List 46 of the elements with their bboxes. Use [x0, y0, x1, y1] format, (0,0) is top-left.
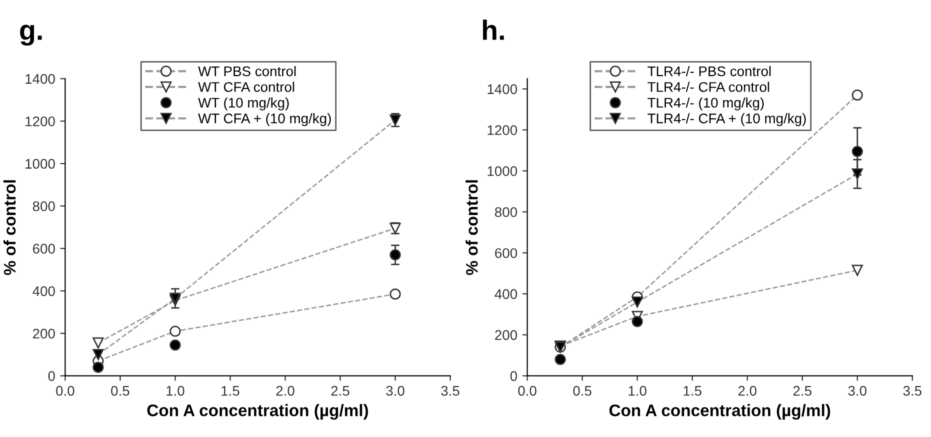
y-tick-label: 800: [494, 207, 518, 218]
x-tick-label: 1.0: [628, 386, 646, 396]
y-tick-label: 200: [495, 330, 518, 340]
chart-title: g.: [20, 24, 42, 46]
y-tick-label: 1000: [26, 158, 55, 169]
x-tick-label: 3.0: [848, 386, 866, 396]
y-tick-label: 1000: [488, 166, 518, 176]
x-tick-label: 3.0: [386, 386, 404, 396]
x-axis-title: Con A concentration (µg/ml): [609, 404, 830, 420]
legend-label: WT CFA control: [198, 82, 294, 92]
y-axis-title: % of control: [3, 180, 16, 275]
x-tick-label: 0.0: [518, 386, 536, 396]
y-tick-label: 0: [510, 371, 518, 381]
y-axis-title: % of control: [466, 180, 478, 275]
x-tick-label: 2.0: [738, 386, 756, 396]
x-tick-label: 2.5: [793, 386, 812, 396]
x-tick-label: 3.5: [903, 386, 922, 396]
y-tick-label: 1200: [488, 125, 518, 136]
y-tick-label: 600: [32, 244, 55, 254]
x-axis-title: Con A concentration (µg/ml): [147, 404, 368, 420]
legend-label: WT PBS control: [198, 66, 296, 76]
y-tick-label: 1200: [26, 116, 55, 126]
x-tick-label: 3.5: [441, 386, 460, 396]
legend-label: TLR4-/- PBS control: [648, 66, 771, 76]
x-tick-label: 0.5: [573, 386, 592, 396]
y-tick-label: 1400: [26, 74, 55, 84]
chart-title: h.: [483, 20, 504, 40]
y-tick-label: 200: [32, 328, 55, 339]
legend-label: TLR4-/- CFA control: [648, 82, 770, 92]
legend-label: TLR4-/- (10 mg/kg): [648, 97, 764, 110]
x-tick-label: 0.0: [56, 386, 74, 396]
x-tick-label: 2.0: [276, 386, 294, 396]
legend-label: WT (10 mg/kg): [198, 97, 289, 110]
x-tick-label: 0.5: [111, 386, 130, 396]
legend-label: TLR4-/- CFA + (10 mg/kg): [648, 113, 806, 126]
legend-label: WT CFA + (10 mg/kg): [198, 113, 331, 126]
x-tick-label: 1.0: [166, 386, 184, 396]
y-tick-label: 0: [48, 371, 55, 381]
y-tick-label: 800: [32, 201, 55, 212]
x-tick-label: 1.5: [684, 386, 702, 396]
x-tick-label: 1.5: [222, 386, 240, 396]
y-tick-label: 400: [32, 286, 55, 296]
x-tick-label: 2.5: [331, 386, 350, 396]
y-tick-label: 400: [494, 289, 518, 300]
y-tick-label: 1400: [488, 84, 518, 94]
y-tick-label: 600: [495, 248, 518, 258]
